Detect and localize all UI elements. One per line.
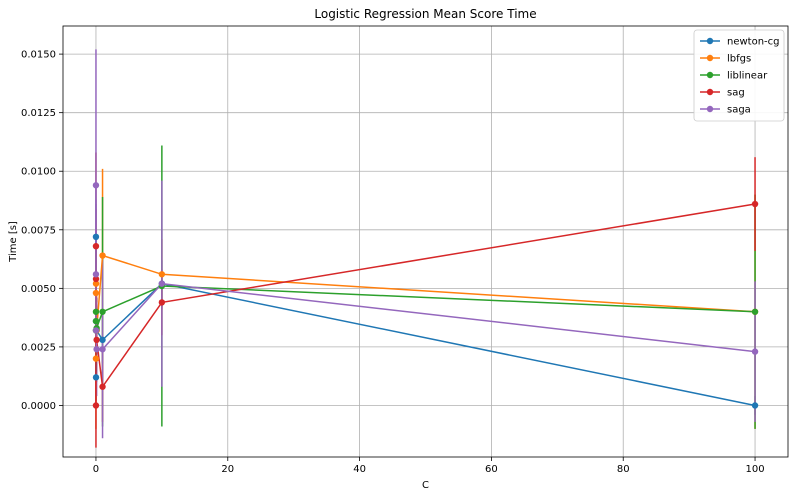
plot-frame xyxy=(62,25,789,458)
saga-data-point xyxy=(93,346,100,353)
lbfgs-data-point xyxy=(99,252,106,259)
plot-area xyxy=(63,26,788,457)
legend-label-lbfgs: lbfgs xyxy=(727,54,751,65)
x-tick-label: 100 xyxy=(745,464,764,475)
y-tick-label: 0.0075 xyxy=(21,225,56,236)
lbfgs-data-point xyxy=(92,289,100,297)
chart-title: Logistic Regression Mean Score Time xyxy=(314,7,536,21)
sag-data-point xyxy=(92,402,100,409)
saga-data-point xyxy=(92,182,100,189)
x-tick-label: 60 xyxy=(485,464,498,475)
x-tick-label: 20 xyxy=(221,464,234,475)
newton-cg-data-point xyxy=(92,374,100,381)
legend-box xyxy=(693,29,785,122)
x-tick-label: 80 xyxy=(617,464,630,475)
legend: newton-cg lbfgs liblinear sag saga xyxy=(693,29,785,122)
lbfgs-data-point xyxy=(158,271,166,278)
sag-data-point xyxy=(158,299,166,306)
y-axis-label: Time [s] xyxy=(8,221,19,263)
legend-label-liblinear: liblinear xyxy=(727,71,768,82)
x-axis-label: C xyxy=(422,480,429,491)
sag-data-point xyxy=(99,383,106,390)
liblinear-data-point xyxy=(99,308,106,315)
legend-label-saga: saga xyxy=(727,105,751,116)
x-tick-label: 40 xyxy=(353,464,366,475)
newton-cg-data-point xyxy=(92,233,100,241)
legend-marker-sag xyxy=(706,88,714,96)
x-tick-label: 0 xyxy=(93,464,99,475)
legend-marker-liblinear xyxy=(706,71,714,79)
lbfgs-data-point xyxy=(92,355,100,362)
sag-data-point xyxy=(92,242,100,250)
sag-data-point xyxy=(751,200,759,208)
axis-ticks: 0 20 40 60 80 100 0.0000 0.0025 0.0050 0.0075 0.01… xyxy=(21,50,765,475)
y-tick-label: 0.0025 xyxy=(21,342,56,353)
sag-data-point xyxy=(93,336,100,344)
newton-cg-data-point xyxy=(751,402,759,409)
saga-data-point xyxy=(92,327,100,334)
saga-data-point xyxy=(99,346,106,353)
legend-marker-newton-cg xyxy=(706,37,714,45)
lbfgs-data-point xyxy=(92,280,100,287)
legend-marker-saga xyxy=(706,105,714,113)
y-tick-label: 0.0000 xyxy=(21,401,56,412)
saga-data-point xyxy=(751,348,759,355)
legend-label-sag: sag xyxy=(727,88,745,99)
legend-marker-lbfgs xyxy=(706,54,714,62)
liblinear-data-point xyxy=(751,308,759,315)
sag-data-point xyxy=(92,275,100,283)
saga-data-point xyxy=(158,280,166,287)
series-markers xyxy=(92,182,759,409)
newton-cg-data-point xyxy=(99,336,106,344)
liblinear-data-point xyxy=(92,308,100,315)
liblinear-data-point xyxy=(92,317,100,325)
y-tick-label: 0.0150 xyxy=(21,50,56,61)
legend-label-newton-cg: newton-cg xyxy=(727,37,780,48)
y-tick-label: 0.0100 xyxy=(21,167,56,178)
saga-data-point xyxy=(92,271,100,278)
y-tick-label: 0.0125 xyxy=(21,108,56,119)
y-tick-label: 0.0050 xyxy=(21,284,56,295)
